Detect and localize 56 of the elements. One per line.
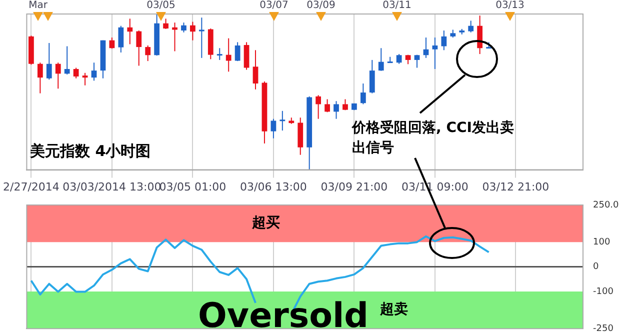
y-tick-label: 250.0: [593, 200, 620, 210]
candlestick: [441, 30, 447, 51]
candlestick: [360, 82, 366, 105]
y-tick-label: -100: [593, 286, 614, 297]
band-label: 超买: [250, 215, 280, 232]
text: 03/13: [496, 0, 524, 11]
candlestick: [46, 42, 52, 80]
x-tick-label: 03/09 21:00: [320, 180, 388, 194]
x-tick-label: 03/12 21:00: [482, 180, 550, 194]
candlestick: [181, 22, 186, 33]
annotation: 美元指数 4小时图: [30, 142, 151, 161]
candlestick: [82, 72, 88, 86]
candlestick: [136, 30, 142, 66]
text: 03/05: [146, 0, 176, 11]
candlestick: [234, 42, 240, 62]
candlestick: [91, 62, 97, 82]
annotation: 价格受阻回落, CCI发出卖出信号: [352, 119, 515, 158]
candlestick: [369, 59, 375, 94]
candlestick: [145, 44, 151, 62]
candlestick: [378, 48, 384, 72]
text: 03/07: [260, 0, 288, 11]
candlestick: [198, 17, 204, 58]
candlestick: [226, 38, 232, 72]
annotation: Oversold: [198, 296, 368, 336]
candlestick: [414, 54, 420, 68]
candlestick: [118, 25, 124, 53]
candlestick: [280, 110, 286, 132]
text: 03/09: [306, 0, 336, 11]
candlestick: [37, 62, 43, 94]
x-tick-label: 03/05 01:00: [159, 180, 226, 194]
candlestick: [216, 48, 222, 60]
candlestick: [334, 100, 339, 120]
candlestick: [324, 98, 330, 113]
band-label: 超卖: [378, 302, 408, 318]
x-tick-label: 03/06 13:00: [240, 180, 307, 194]
candlestick: [396, 54, 402, 64]
y-tick-label: 0: [593, 262, 599, 272]
x-tick-label: 03/03/2014 13:00: [62, 180, 162, 194]
candlestick: [244, 42, 250, 70]
text: 03/11: [382, 0, 412, 11]
candlestick: [270, 118, 276, 139]
y-tick-label: 100: [593, 237, 610, 248]
x-tick-label: 2/27/2014: [3, 180, 60, 194]
candlestick: [64, 46, 70, 75]
candlestick: [73, 67, 79, 79]
candlestick: [252, 50, 258, 90]
candlestick: [55, 62, 61, 90]
text: Mar: [28, 0, 48, 11]
candlestick: [163, 18, 168, 30]
candlestick: [190, 21, 196, 41]
candlestick: [127, 18, 133, 45]
candlestick: [477, 15, 483, 55]
candlestick: [468, 20, 474, 33]
y-tick-label: -250: [593, 324, 614, 334]
candlestick: [316, 94, 322, 120]
candlestick: [432, 37, 438, 70]
